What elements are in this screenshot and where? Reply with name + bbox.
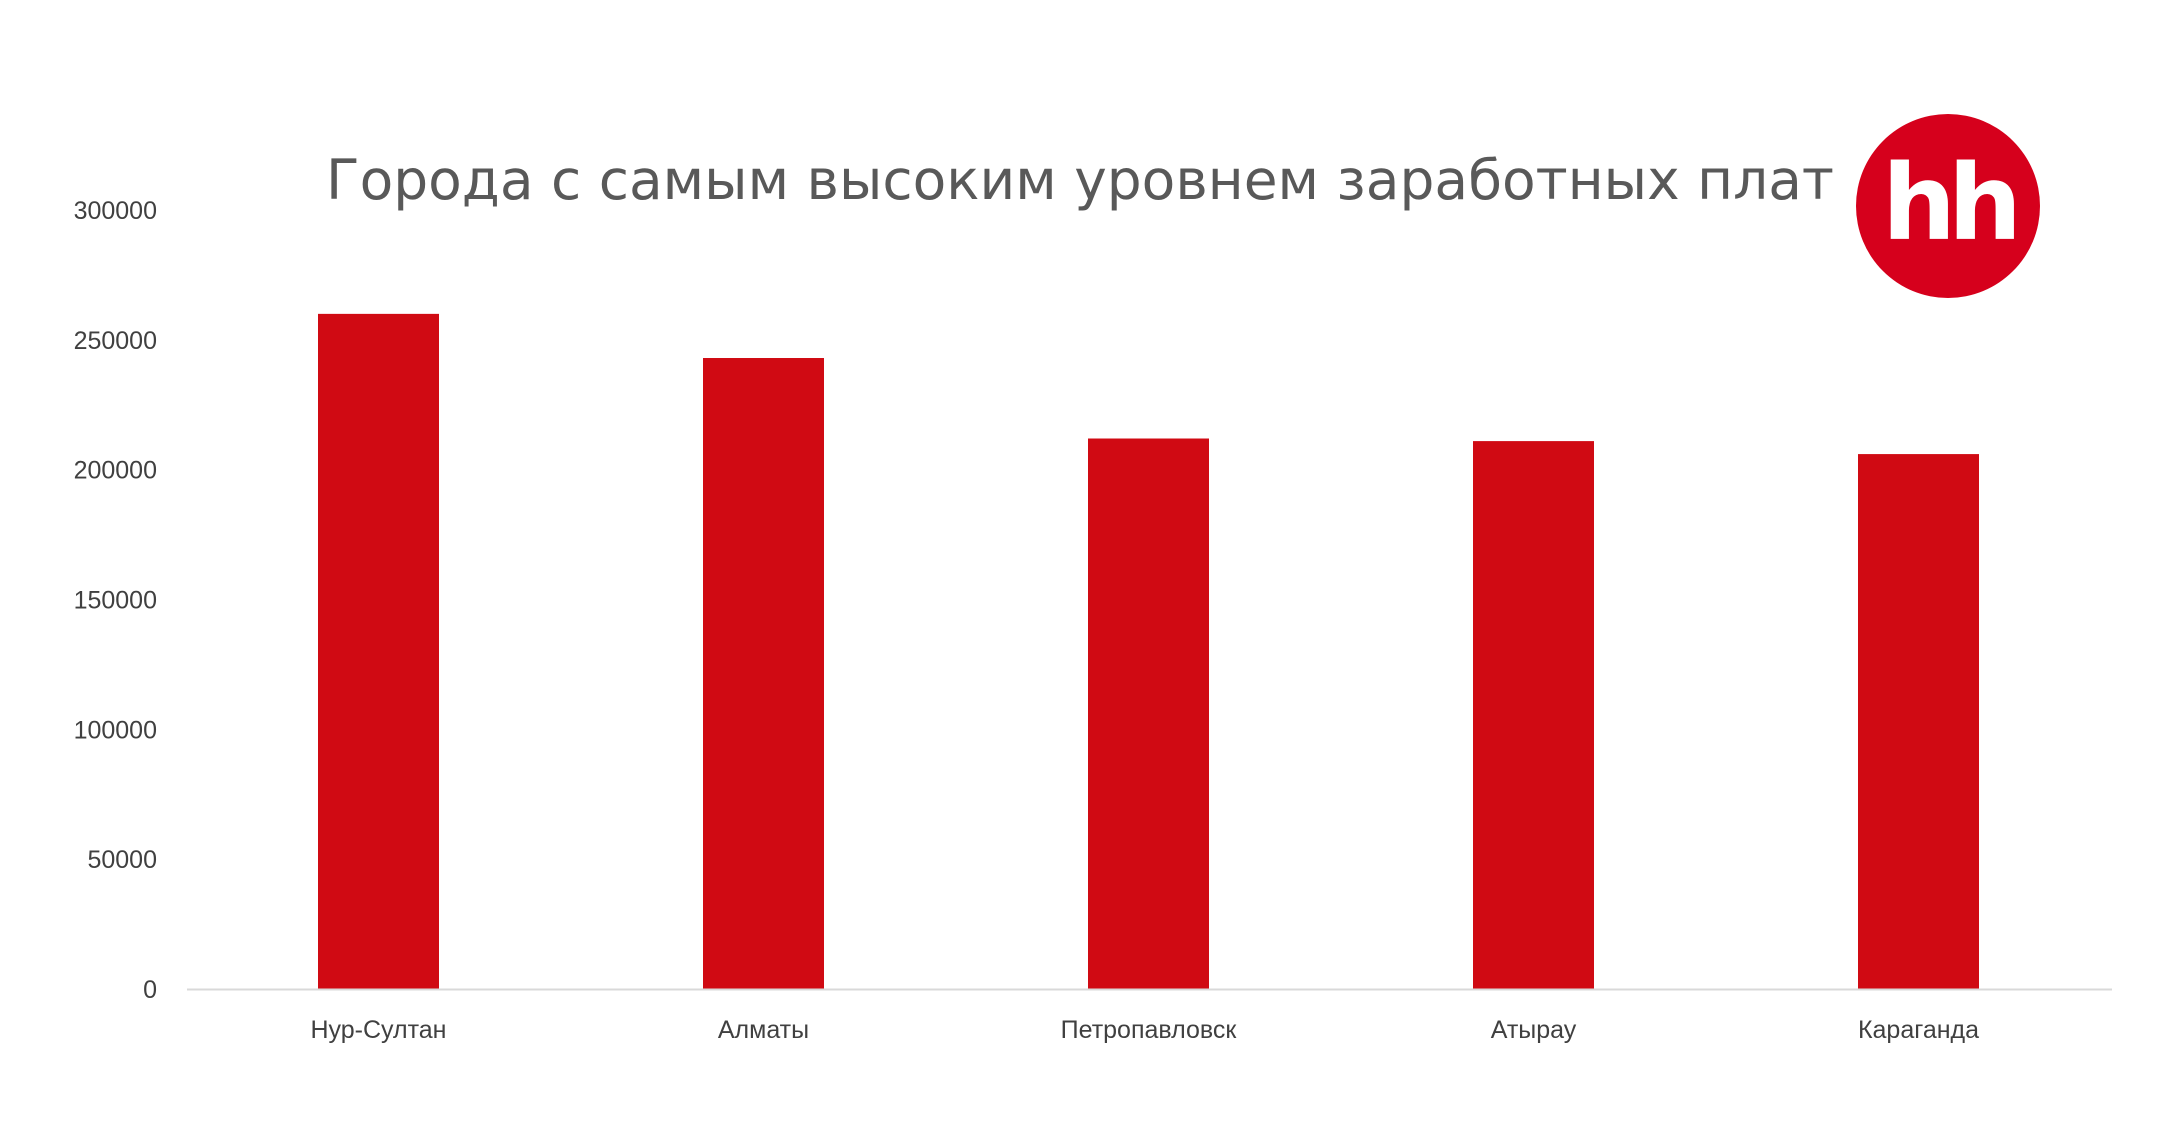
bar xyxy=(1088,438,1209,989)
y-tick-label: 300000 xyxy=(74,197,157,225)
y-tick-label: 0 xyxy=(143,976,157,1004)
y-tick-label: 250000 xyxy=(74,327,157,355)
y-axis-ticks: 0 50000 100000 150000 200000 250000 300000 xyxy=(74,197,157,1004)
hh-logo: hh xyxy=(1856,114,2040,298)
x-tick-label: Атырау xyxy=(1491,1016,1577,1044)
x-tick-label: Нур-Султан xyxy=(311,1016,447,1044)
y-tick-label: 50000 xyxy=(87,846,157,874)
y-tick-label: 150000 xyxy=(74,587,157,615)
bar xyxy=(1473,441,1594,989)
bar xyxy=(1858,454,1979,989)
bar xyxy=(703,358,824,989)
x-tick-label: Петропавловск xyxy=(1061,1016,1238,1044)
hh-logo-text: hh xyxy=(1881,142,2022,264)
bars-group xyxy=(318,313,1979,989)
x-tick-label: Караганда xyxy=(1858,1016,1979,1044)
x-tick-label: Алматы xyxy=(718,1016,809,1044)
y-tick-label: 100000 xyxy=(74,716,157,744)
chart-title: Города с самым высоким уровнем заработны… xyxy=(326,148,1834,212)
y-tick-label: 200000 xyxy=(74,457,157,485)
bar xyxy=(318,313,439,989)
x-axis-ticks: Нур-Султан Алматы Петропавловск Атырау Караг… xyxy=(311,1016,1980,1044)
